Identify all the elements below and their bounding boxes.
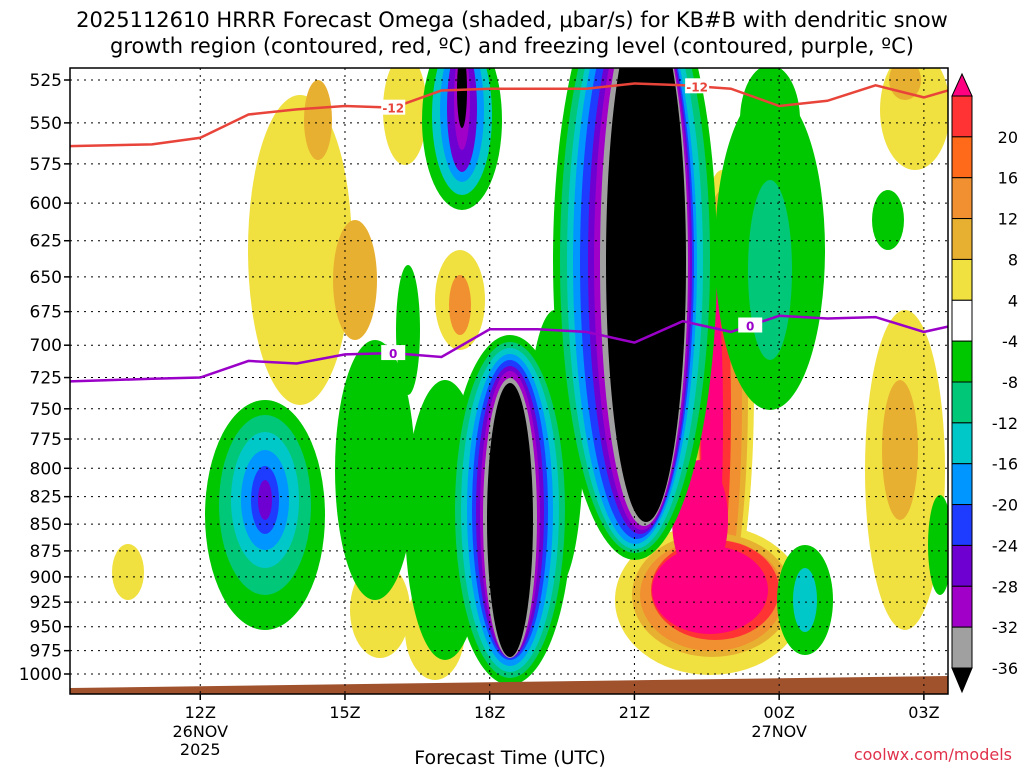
- colorbar-label: 4: [1008, 291, 1018, 310]
- x-tick-label: 03Z: [908, 703, 939, 722]
- colorbar-segment: [951, 340, 973, 383]
- y-tick-label: 625: [30, 232, 62, 252]
- x-tick-date: 26NOV: [172, 722, 228, 741]
- colorbar-label: -28: [992, 577, 1018, 596]
- freezing-label-2: 0: [746, 319, 754, 333]
- y-tick-label: 825: [30, 488, 62, 508]
- contour-label-bg: [381, 99, 406, 115]
- x-tick-label: 00Z: [763, 703, 794, 722]
- colorbar-label: 8: [1008, 250, 1018, 269]
- colorbar-segment: [951, 422, 973, 465]
- chart-title-line-2: growth region (contoured, red, ºC) and f…: [110, 34, 914, 58]
- freezing-label-1: 0: [389, 347, 397, 361]
- colorbar-label: -36: [992, 659, 1018, 678]
- y-tick-label: 775: [30, 430, 62, 450]
- y-tick-label: 725: [30, 369, 62, 389]
- colorbar-segment: [951, 585, 973, 628]
- x-tick-date: 27NOV: [751, 722, 807, 741]
- chart-title-line-1: 2025112610 HRRR Forecast Omega (shaded, …: [76, 8, 948, 32]
- dgz-label-2: -12: [686, 80, 708, 94]
- contour-label-bg: [381, 345, 406, 361]
- colorbar-label: -12: [992, 414, 1018, 433]
- colorbar-segment: [951, 177, 973, 220]
- x-tick-label: 12Z: [185, 703, 216, 722]
- colorbar-segment: [951, 136, 973, 179]
- colorbar-label: -16: [992, 455, 1018, 474]
- colorbar-label: -4: [1002, 332, 1018, 351]
- colorbar-label: 16: [998, 169, 1018, 188]
- colorbar-segment: [951, 544, 973, 587]
- colorbar-segment: [951, 504, 973, 546]
- x-tick-label: 21Z: [619, 703, 650, 722]
- x-axis-label: Forecast Time (UTC): [414, 747, 605, 768]
- x-tick-label: 18Z: [474, 703, 505, 722]
- freezing-level-contour: [70, 314, 948, 383]
- colorbar-label: 12: [998, 210, 1018, 229]
- y-tick-label: 900: [30, 568, 62, 588]
- y-tick-label: 525: [30, 71, 62, 91]
- credit-text[interactable]: coolwx.com/models: [854, 745, 1012, 764]
- colorbar-label: -32: [992, 618, 1018, 637]
- contour-label-bg: [685, 78, 710, 94]
- colorbar: 20 16 12 8 4 -4 -8 -12 -16 -20 -24 -28 -32 -36: [951, 72, 1018, 694]
- colorbar-segment: [951, 626, 973, 669]
- y-tick-label: 875: [30, 542, 62, 562]
- y-tick-label: 675: [30, 303, 62, 323]
- y-tick-label: 975: [30, 642, 62, 662]
- plot-frame: [69, 67, 949, 695]
- colorbar-segment: [951, 299, 973, 342]
- colorbar-segment: [951, 95, 973, 138]
- y-tick-label: 700: [30, 336, 62, 356]
- contour-labels: -12 -12 0 0: [381, 78, 763, 361]
- colorbar-label: -8: [1002, 373, 1018, 392]
- colorbar-label: 20: [998, 128, 1018, 147]
- x-tick-label: 15Z: [329, 703, 360, 722]
- y-tick-label: 550: [30, 114, 62, 134]
- colorbar-segment: [951, 463, 973, 506]
- contour-label-bg: [738, 317, 763, 333]
- y-tick-label: 850: [30, 515, 62, 535]
- y-tick-label: 950: [30, 618, 62, 638]
- y-tick-label: 925: [30, 593, 62, 613]
- colorbar-segment: [951, 258, 973, 301]
- y-tick-label: 1000: [19, 665, 62, 685]
- colorbar-label: -20: [992, 496, 1018, 515]
- colorbar-bottom-arrow: [951, 667, 973, 694]
- colorbar-segment: [951, 218, 973, 260]
- omega-shading: [70, 68, 948, 694]
- x-tick-year: 2025: [180, 740, 221, 759]
- y-tick-label: 650: [30, 268, 62, 288]
- y-tick-label: 750: [30, 400, 62, 420]
- y-tick-label: 600: [30, 194, 62, 214]
- y-tick-label: 575: [30, 155, 62, 175]
- colorbar-label: -24: [992, 536, 1018, 555]
- dgz-label-1: -12: [382, 102, 404, 116]
- colorbar-segment: [951, 381, 973, 424]
- colorbar-top-arrow: [951, 72, 973, 97]
- dgz-minus12-contour: [70, 82, 948, 148]
- y-axis: 525 550 575 600 625 650 675 700 725 750 775 800 825 8…: [19, 71, 70, 685]
- y-tick-label: 800: [30, 459, 62, 479]
